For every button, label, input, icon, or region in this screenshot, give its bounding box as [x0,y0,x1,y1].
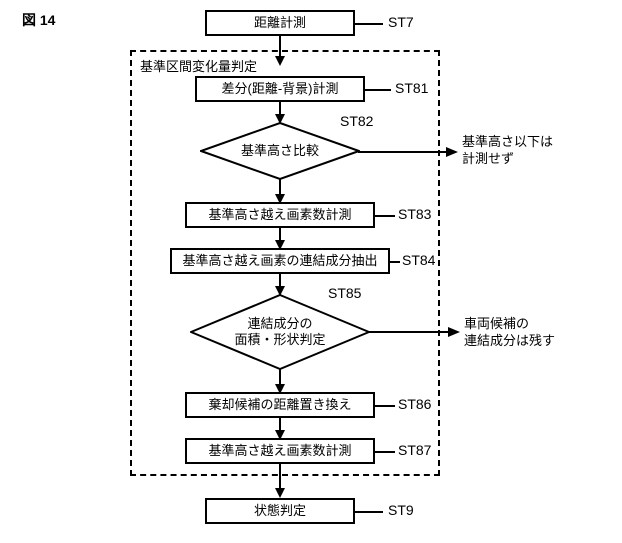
arrow-st82-right [358,146,458,158]
leader-st83 [375,215,395,217]
label-st82: ST82 [340,113,373,129]
leader-st87 [375,451,395,453]
node-st81: 差分(距離-背景)計測 [195,76,365,102]
label-st81: ST81 [395,80,428,96]
dashed-region-title: 基準区間変化量判定 [140,56,257,75]
arrow-4 [275,228,285,250]
label-st7: ST7 [388,14,414,30]
arrow-2 [275,102,285,124]
arrow-6 [275,368,285,394]
arrow-7 [275,418,285,440]
node-st85: 連結成分の 面積・形状判定 [190,294,370,370]
leader-st7 [355,23,383,25]
node-st85-text: 連結成分の 面積・形状判定 [190,294,370,370]
arrow-st85-right [368,326,460,338]
side-st82: 基準高さ以下は 計測せず [462,134,553,168]
node-st82: 基準高さ比較 [200,122,360,180]
arrow-8 [275,464,285,498]
label-st86: ST86 [398,396,431,412]
label-st85: ST85 [328,285,361,301]
label-st83: ST83 [398,206,431,222]
figure-label: 図 14 [22,10,55,30]
arrow-3 [275,178,285,204]
node-st7: 距離計測 [205,10,355,36]
flowchart-canvas: 図 14 距離計測 ST7 基準区間変化量判定 差分(距離-背景)計測 ST81… [0,0,622,543]
label-st84: ST84 [402,252,435,268]
node-st83: 基準高さ越え画素数計測 [185,202,375,228]
node-st82-text: 基準高さ比較 [200,122,360,180]
node-st9: 状態判定 [205,498,355,524]
node-st87: 基準高さ越え画素数計測 [185,438,375,464]
label-st87: ST87 [398,442,431,458]
label-st9: ST9 [388,502,414,518]
leader-st81 [365,89,391,91]
node-st84: 基準高さ越え画素の連結成分抽出 [170,248,390,274]
leader-st86 [375,405,395,407]
leader-st84 [390,261,400,263]
arrow-5 [275,274,285,296]
side-st85: 車両候補の 連結成分は残す [464,316,555,350]
node-st86: 棄却候補の距離置き換え [185,392,375,418]
leader-st9 [355,511,383,513]
